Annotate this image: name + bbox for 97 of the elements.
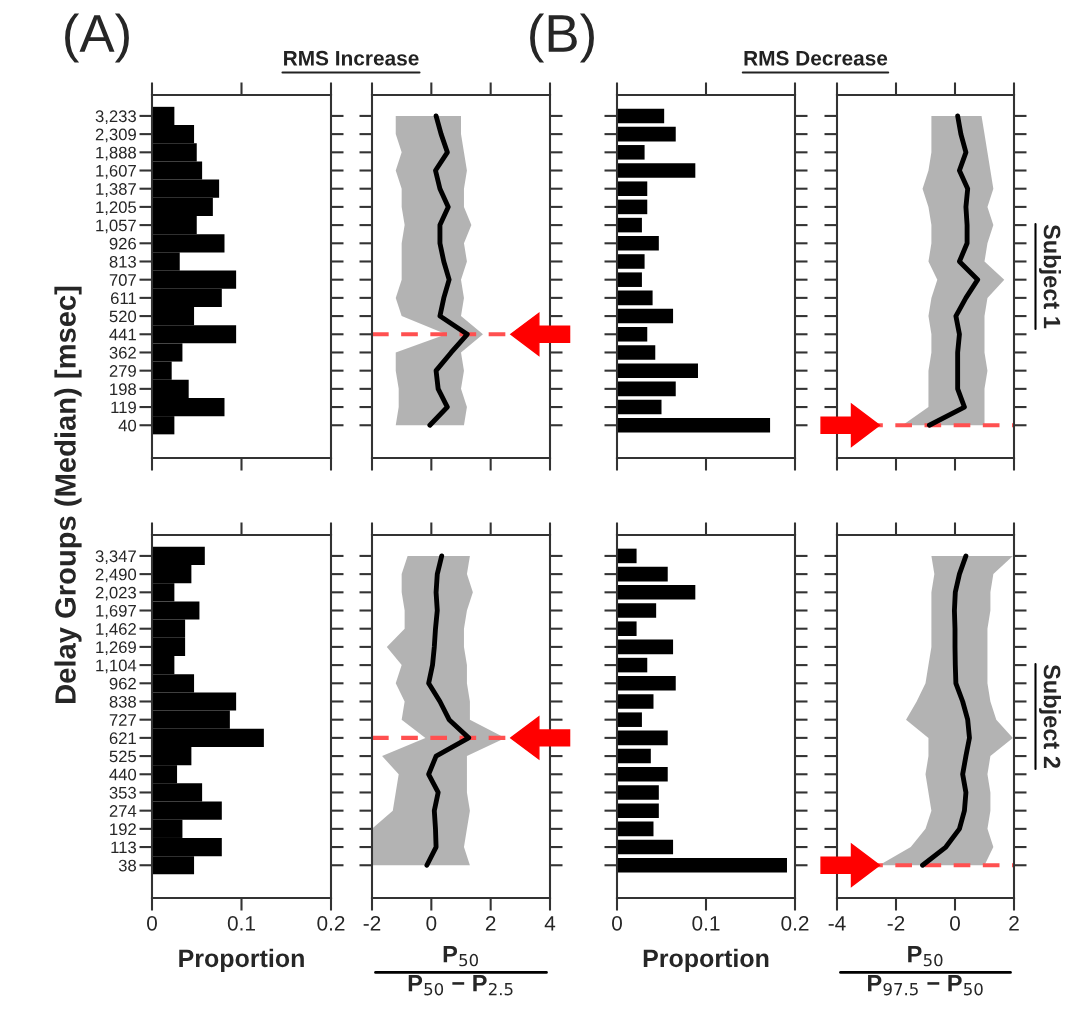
y-tick-label: 838 xyxy=(109,695,136,708)
x-tick-label: -2 xyxy=(887,915,905,931)
y-tick-label: 38 xyxy=(118,859,136,872)
bar xyxy=(617,272,642,287)
x-tick-label: 0.2 xyxy=(317,915,345,931)
text: Subject 2 xyxy=(1038,664,1062,769)
y-tick-label: 621 xyxy=(109,732,136,745)
y-tick-label: 926 xyxy=(109,237,136,250)
x-tick-label: 0.1 xyxy=(227,915,255,931)
bar xyxy=(617,126,676,142)
bar xyxy=(617,345,656,360)
bar xyxy=(617,163,696,178)
y-tick-label: 198 xyxy=(110,383,136,396)
y-tick-label: 525 xyxy=(109,750,137,763)
text: Subject 1 xyxy=(1038,224,1062,329)
text: P$_{50}$ P$_{50}$ − P$_{2.5}$ xyxy=(408,946,513,996)
bar xyxy=(617,108,665,124)
x-tick-label: 0 xyxy=(612,915,622,931)
text: (A) xyxy=(65,13,129,63)
x-tick-label: 0 xyxy=(950,915,960,931)
y-tick-label: 1,462 xyxy=(96,623,136,637)
bar xyxy=(617,694,654,709)
y-tick-label: 3,233 xyxy=(95,110,136,125)
x-tick-label: 0 xyxy=(147,915,157,931)
y-tick-label: 274 xyxy=(109,805,137,817)
bar xyxy=(617,821,654,837)
y-tick-label: 40 xyxy=(118,419,137,432)
bar xyxy=(617,585,696,600)
y-tick-label: 2,490 xyxy=(95,568,137,583)
x-tick-label: 2 xyxy=(1009,915,1019,931)
y-tick-label: 3,347 xyxy=(95,550,136,565)
bar xyxy=(617,381,676,397)
bar xyxy=(617,417,771,433)
y-tick-label: 353 xyxy=(109,786,136,799)
y-axis-title: Delay Groups (Median) [msec] xyxy=(54,286,82,703)
bar xyxy=(617,399,662,415)
y-tick-label: 962 xyxy=(109,677,136,690)
text: (B) xyxy=(530,13,594,63)
bar xyxy=(617,290,653,306)
y-tick-label: 1,888 xyxy=(96,146,136,161)
x-tick-label: 2 xyxy=(485,915,496,931)
y-tick-label: 1,057 xyxy=(96,219,136,234)
bar xyxy=(617,603,657,618)
y-tick-label: 362 xyxy=(109,346,136,359)
y-tick-label: 2,309 xyxy=(95,128,136,143)
x-tick-label: 0.2 xyxy=(781,915,809,931)
y-tick-label: 1,697 xyxy=(96,604,136,619)
x-tick-label: -2 xyxy=(363,915,381,931)
bar xyxy=(617,181,648,196)
y-tick-label: 279 xyxy=(109,365,136,377)
bar xyxy=(617,363,698,378)
x-axis-title: Proportion xyxy=(643,948,769,973)
y-tick-label: 440 xyxy=(109,768,137,781)
bar xyxy=(617,566,668,582)
bar xyxy=(617,236,659,251)
bar xyxy=(617,548,637,564)
y-tick-label: 520 xyxy=(109,310,137,323)
bar xyxy=(617,857,787,873)
x-tick-label: 4 xyxy=(544,916,556,931)
y-tick-label: 1,104 xyxy=(96,659,137,674)
bar xyxy=(617,199,648,215)
bar xyxy=(617,217,642,233)
bar xyxy=(617,326,648,342)
y-tick-label: 813 xyxy=(109,255,136,268)
bar xyxy=(617,657,648,673)
chart-title: RMS Increase xyxy=(284,50,419,66)
y-tick-label: 192 xyxy=(110,823,136,836)
bar xyxy=(617,730,668,746)
y-tick-label: 2,023 xyxy=(95,586,136,601)
bar xyxy=(617,803,659,818)
bar xyxy=(617,254,645,269)
bar xyxy=(617,145,645,160)
bar xyxy=(617,712,642,727)
y-tick-label: 1,387 xyxy=(96,183,136,197)
y-tick-label: 1,205 xyxy=(96,201,137,216)
bar xyxy=(617,785,659,800)
y-tick-label: 1,269 xyxy=(96,641,136,656)
y-tick-label: 727 xyxy=(109,714,136,726)
bar xyxy=(617,766,668,782)
bar xyxy=(617,748,651,764)
chart-title: RMS Decrease xyxy=(744,50,888,66)
x-tick-label: 0 xyxy=(426,915,437,931)
y-tick-label: 441 xyxy=(109,328,136,341)
y-tick-label: 1,607 xyxy=(96,164,136,179)
y-tick-label: 119 xyxy=(111,401,136,414)
text: P$_{50}$ P$_{97.5}$ − P$_{50}$ xyxy=(868,946,983,996)
bar xyxy=(617,621,637,636)
y-tick-label: 611 xyxy=(110,292,136,305)
bar xyxy=(617,308,674,324)
x-axis-title: Proportion xyxy=(179,948,304,973)
x-tick-label: -4 xyxy=(828,916,846,931)
bar xyxy=(617,676,676,691)
y-tick-label: 113 xyxy=(111,841,136,854)
bar xyxy=(617,639,674,655)
y-tick-label: 707 xyxy=(109,274,136,286)
bar xyxy=(617,839,674,855)
x-tick-label: 0.1 xyxy=(692,915,720,931)
